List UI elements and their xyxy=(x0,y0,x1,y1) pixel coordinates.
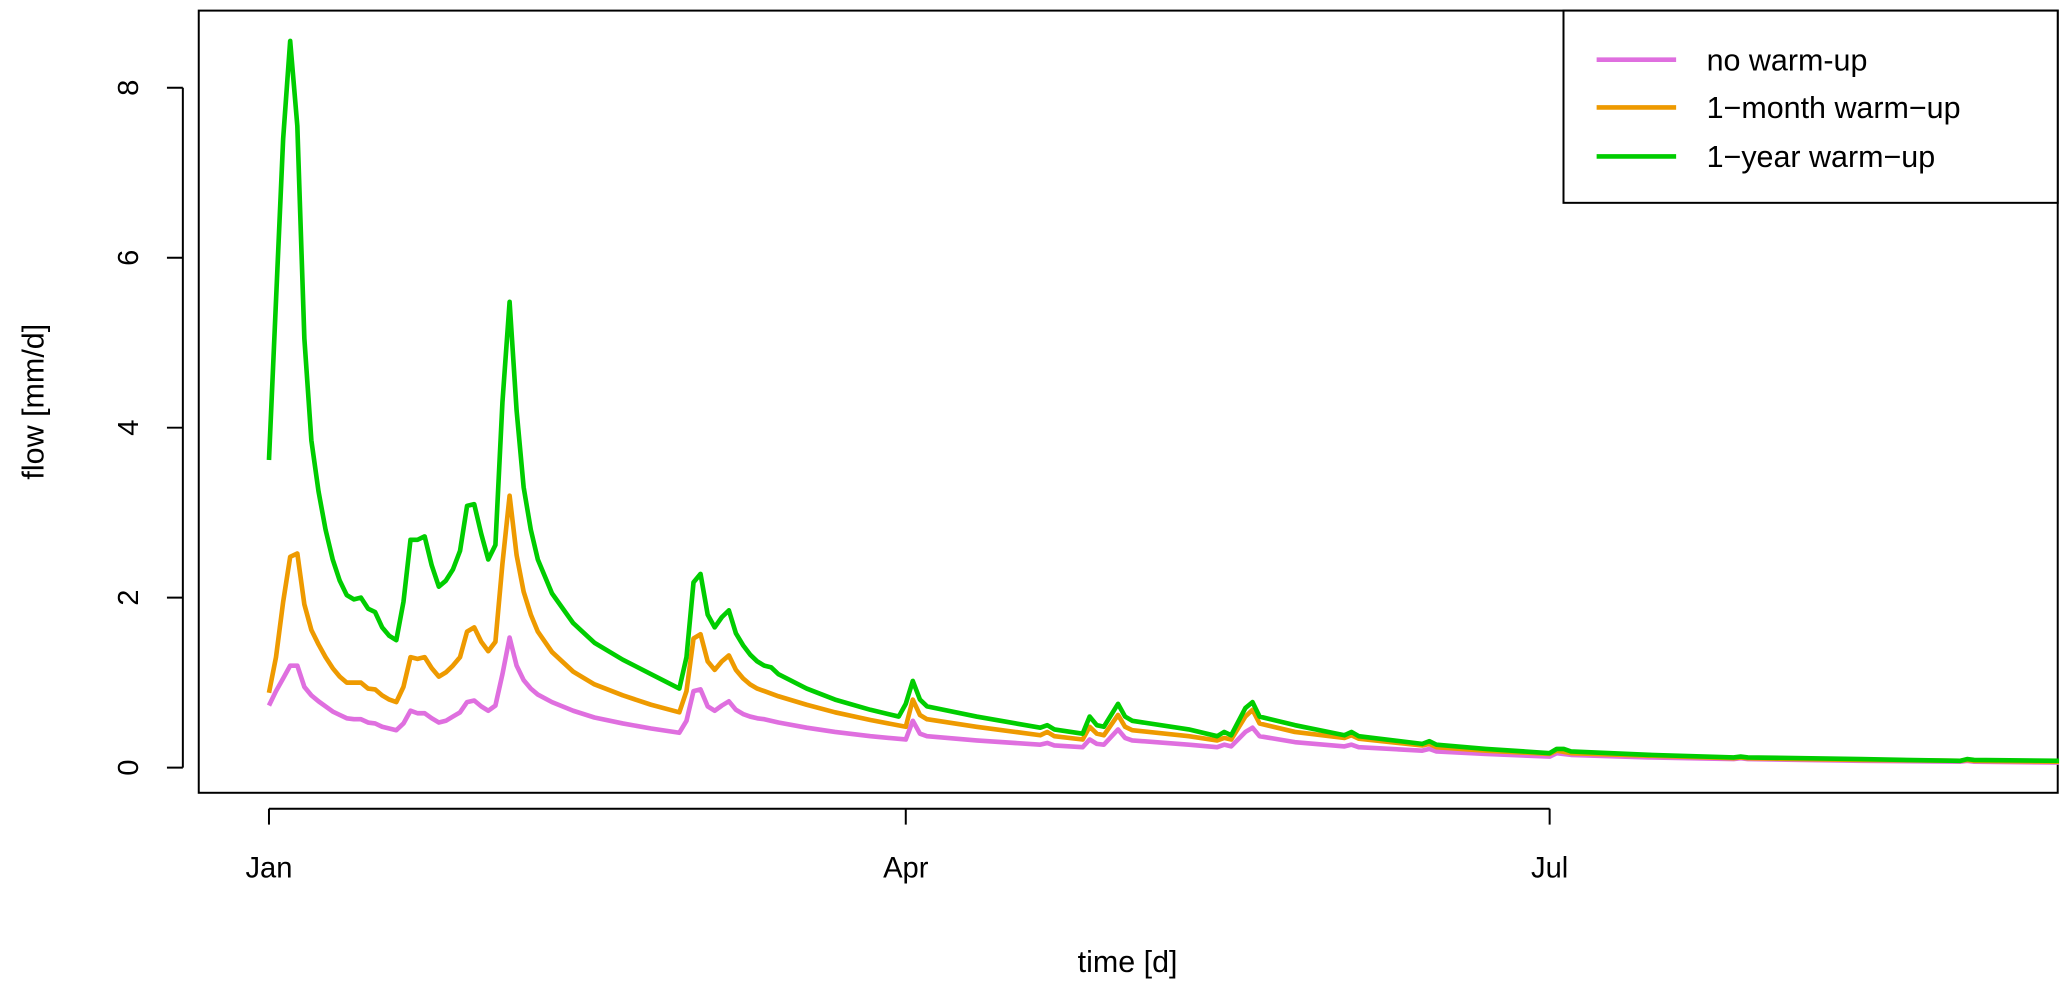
x-axis-title: time [d] xyxy=(1078,945,1178,979)
x-tick-label: Apr xyxy=(883,853,929,885)
y-tick-label: 2 xyxy=(113,590,145,606)
y-tick-label: 8 xyxy=(113,80,145,96)
series-line-1 xyxy=(266,493,2060,764)
y-axis-title: flow [mm/d] xyxy=(17,324,51,480)
legend: no warm-up 1−month warm−up 1−year warm−u… xyxy=(1562,9,2059,204)
series-line-0 xyxy=(266,635,2060,765)
series-line-2 xyxy=(266,38,2060,764)
legend-label-no-warm-up: no warm-up xyxy=(1707,43,1868,77)
series-layer xyxy=(266,38,2060,765)
x-axis: Jan Apr Jul xyxy=(245,807,1568,885)
plot-frame xyxy=(197,9,2059,794)
y-axis: 0 2 4 6 8 xyxy=(113,80,184,776)
x-tick-label: Jan xyxy=(245,853,292,885)
y-tick-label: 0 xyxy=(113,759,145,775)
legend-label-1-year: 1−year warm−up xyxy=(1707,140,1936,174)
legend-label-1-month: 1−month warm−up xyxy=(1707,91,1961,125)
y-tick-label: 4 xyxy=(113,420,145,436)
x-tick-label: Jul xyxy=(1531,853,1568,885)
y-tick-label: 6 xyxy=(113,250,145,266)
